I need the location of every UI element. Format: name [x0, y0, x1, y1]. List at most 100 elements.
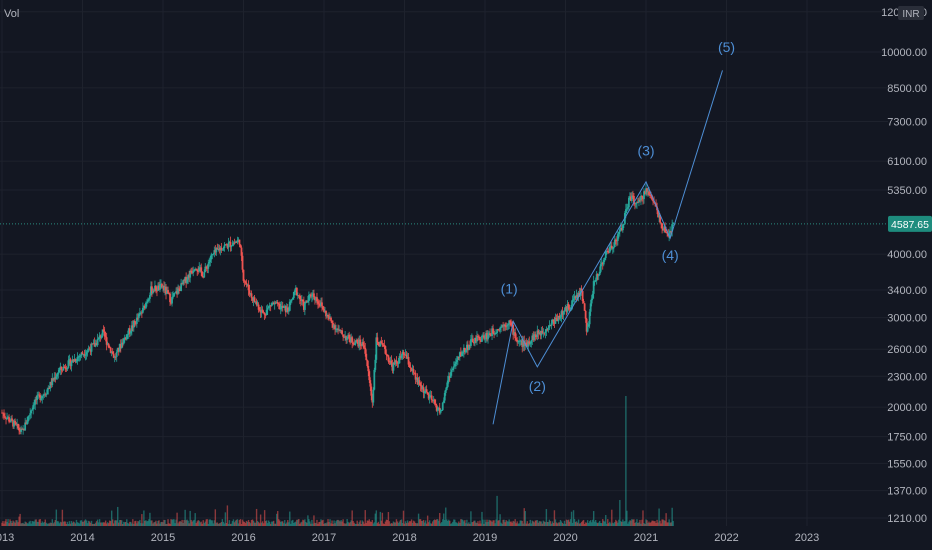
volume-bar	[573, 519, 576, 526]
volume-bar	[391, 523, 394, 526]
volume-bar	[299, 523, 301, 526]
wave-label[interactable]: (3)	[637, 143, 654, 159]
volume-bar	[81, 521, 84, 526]
candle	[163, 281, 165, 293]
candle	[312, 290, 314, 301]
candle	[381, 340, 384, 348]
current-price-tag: 4587.65	[888, 215, 932, 232]
volume-bar	[533, 522, 536, 526]
volume-bar	[304, 519, 306, 526]
candle	[279, 301, 282, 315]
volume-bar	[260, 522, 263, 526]
volume-bar	[319, 521, 321, 526]
volume-bar	[669, 522, 671, 526]
volume-bar	[619, 500, 621, 526]
candle	[430, 391, 433, 403]
volume-bar	[383, 523, 386, 526]
candle	[402, 349, 405, 360]
candle	[520, 338, 523, 345]
volume-bar	[545, 509, 548, 526]
volume-bar	[132, 519, 134, 526]
volume-bar	[194, 513, 196, 526]
volume-bar	[297, 519, 299, 526]
volume-bar	[455, 522, 457, 526]
candle	[290, 299, 293, 304]
volume-bar	[369, 521, 371, 526]
volume-indicator-label[interactable]: Vol	[4, 8, 19, 20]
candle	[123, 334, 126, 343]
volume-bar	[59, 521, 62, 526]
wave-label[interactable]: (2)	[529, 378, 546, 394]
candle	[296, 292, 299, 300]
y-tick-label: 3000.00	[887, 313, 927, 325]
candle	[214, 245, 217, 256]
candle	[166, 286, 168, 295]
volume-bar	[453, 519, 455, 526]
volume-bar	[173, 519, 175, 526]
candle	[192, 266, 195, 277]
volume-bar	[71, 522, 74, 526]
candle	[272, 301, 275, 305]
volume-bar	[381, 512, 384, 526]
volume-bar	[209, 519, 211, 526]
candle	[344, 331, 347, 342]
candle	[389, 356, 392, 365]
volume-bar	[244, 523, 247, 526]
wave-label[interactable]: (4)	[662, 247, 679, 263]
candle	[565, 305, 568, 316]
candle	[537, 329, 540, 340]
candle	[68, 354, 71, 365]
candle	[321, 297, 323, 312]
candle	[303, 302, 306, 316]
candle	[439, 408, 442, 415]
candle	[630, 192, 632, 202]
candle	[57, 367, 60, 379]
x-tick-label: 2019	[473, 532, 497, 544]
volume-bar	[434, 520, 437, 526]
volume-bar	[39, 519, 41, 526]
candle	[616, 231, 619, 246]
candle	[338, 325, 340, 332]
candle	[195, 268, 198, 271]
candle	[59, 362, 62, 376]
x-tick-label: 2021	[634, 532, 658, 544]
candle	[641, 195, 643, 202]
volume-bar	[38, 519, 40, 526]
volume-bar	[240, 523, 243, 526]
candle	[589, 299, 592, 316]
volume-bar	[218, 523, 221, 526]
candle	[358, 335, 361, 351]
volume-bar	[42, 522, 44, 526]
currency-badge[interactable]: INR	[898, 6, 924, 20]
volume-bar	[523, 508, 525, 526]
candle	[468, 344, 470, 351]
volume-bar	[525, 523, 527, 526]
volume-bar	[309, 521, 311, 526]
volume-bar	[352, 520, 354, 526]
time-axis-panel[interactable]	[0, 526, 932, 550]
candle	[149, 292, 151, 303]
elliott-wave-overlay[interactable]: (1) (2) (3) (4) (5)	[492, 39, 735, 425]
volume-bar	[474, 520, 476, 526]
volume-bar	[65, 523, 68, 526]
candle	[242, 269, 245, 283]
volume-bar	[663, 520, 665, 526]
wave-label[interactable]: (5)	[718, 39, 735, 55]
wave-label[interactable]: (1)	[501, 280, 518, 296]
volume-bar	[590, 522, 593, 526]
elliott-wave-line[interactable]	[492, 70, 723, 425]
volume-bar	[145, 520, 147, 526]
volume-bar	[425, 523, 428, 526]
y-tick-label: 3400.00	[887, 285, 927, 297]
price-axis-panel[interactable]	[888, 0, 932, 550]
candle	[435, 403, 438, 412]
candle	[662, 228, 665, 231]
volume-bar	[653, 521, 655, 526]
candle	[522, 336, 525, 352]
candle	[419, 382, 422, 392]
candle	[220, 242, 223, 253]
candle	[496, 328, 498, 337]
volume-bar	[32, 521, 34, 526]
volume-bar	[441, 522, 443, 526]
